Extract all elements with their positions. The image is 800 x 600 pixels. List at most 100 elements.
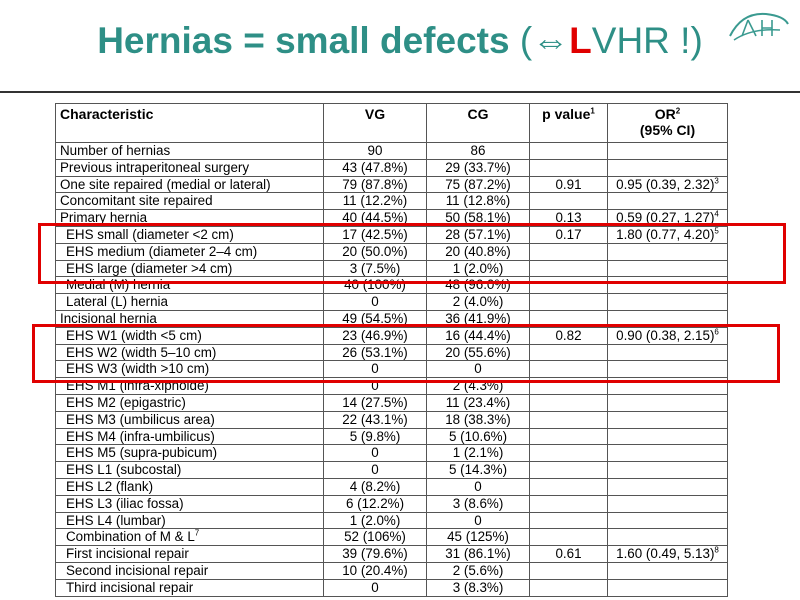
cell-p-value (529, 192, 608, 211)
cell-odds-ratio (607, 444, 728, 463)
row-label-footnote: 7 (194, 528, 200, 538)
highlight-box-primary-size (38, 223, 786, 284)
cell-odds-ratio (607, 158, 728, 177)
row-label: Incisional hernia (60, 310, 157, 326)
or-footnote: 4 (714, 209, 719, 219)
row-label: Concomitant site repaired (60, 193, 213, 209)
table-body: Number of hernias 90 86 Previous intraperit… (55, 142, 728, 597)
cell-cg: 28 (57.1%) (426, 225, 530, 244)
or-value: 1.60 (0.49, 5.13) (616, 546, 715, 562)
cell-vg: 0 (323, 293, 427, 311)
table-row: Incisional hernia 49 (54.5%) 36 (41.9%) (55, 309, 728, 328)
cell-vg: 49 (54.5%) (323, 309, 427, 328)
table-row: EHS W2 (width 5–10 cm) 26 (53.1%) 20 (55.6… (55, 343, 728, 362)
cell-characteristic: EHS M5 (supra-pubicum) (55, 444, 324, 463)
or-value: 0.90 (0.38, 2.15) (616, 327, 715, 343)
header-characteristic: Characteristic (55, 103, 324, 143)
highlight-box-incisional-width (32, 324, 780, 383)
row-label: EHS L3 (iliac fossa) (66, 495, 184, 511)
cell-vg: 11 (12.2%) (323, 192, 427, 211)
cell-p-value (529, 461, 608, 479)
cell-cg: 2 (4.0%) (426, 293, 530, 311)
cell-cg: 2 (5.6%) (426, 561, 530, 580)
cell-characteristic: EHS L1 (subcostal) (55, 461, 324, 479)
row-label: One site repaired (medial or lateral) (60, 176, 271, 192)
cell-p-value: 0.61 (529, 545, 608, 563)
table-row: Lateral (L) hernia 0 2 (4.0%) (55, 293, 728, 311)
or-value: 0.59 (0.27, 1.27) (616, 210, 715, 226)
or-footnote: 6 (714, 327, 719, 337)
row-label: Number of hernias (60, 143, 171, 158)
cell-vg: 3 (7.5%) (323, 259, 427, 278)
cell-characteristic: EHS M3 (umbilicus area) (55, 410, 324, 429)
row-label: Primary hernia (60, 210, 148, 226)
cell-vg: 52 (106%) (323, 528, 427, 547)
table-row: Combination of M & L7 52 (106%) 45 (125%) (55, 528, 728, 547)
title-accent-letter: L (569, 20, 592, 61)
cell-characteristic: Second incisional repair (55, 561, 324, 580)
cell-characteristic: One site repaired (medial or lateral) (55, 175, 324, 194)
cell-cg: 0 (426, 477, 530, 496)
cell-p-value: 0.91 (529, 175, 608, 194)
title-divider (0, 91, 800, 93)
cell-cg: 86 (426, 142, 530, 160)
or-footnote: 5 (714, 226, 719, 236)
table-row: EHS M2 (epigastric) 14 (27.5%) 11 (23.4%) (55, 393, 728, 412)
cell-vg: 0 (323, 578, 427, 597)
row-label: EHS M3 (umbilicus area) (66, 411, 215, 427)
cell-cg: 18 (38.3%) (426, 410, 530, 429)
cell-cg: 3 (8.6%) (426, 494, 530, 513)
cell-characteristic: Lateral (L) hernia (55, 293, 324, 311)
cell-characteristic: EHS M4 (infra-umbilicus) (55, 427, 324, 446)
cell-p-value (529, 444, 608, 463)
cell-odds-ratio: 0.59 (0.27, 1.27)4 (607, 209, 728, 227)
cell-odds-ratio (607, 461, 728, 479)
row-label: EHS L2 (flank) (66, 478, 154, 494)
or-footnote: 3 (714, 176, 719, 186)
cell-odds-ratio: 1.80 (0.77, 4.20)5 (607, 225, 728, 244)
cell-vg: 4 (8.2%) (323, 477, 427, 496)
row-label: EHS W2 (width 5–10 cm) (66, 344, 217, 360)
row-label: EHS L4 (lumbar) (66, 512, 166, 528)
cell-characteristic: EHS W3 (width >10 cm) (55, 360, 324, 379)
table-row: EHS M5 (supra-pubicum) 0 1 (2.1%) (55, 444, 728, 463)
or-value: 0.95 (0.39, 2.32) (616, 176, 715, 192)
cell-cg: 75 (87.2%) (426, 175, 530, 194)
header-odds-ratio: OR2 (95% CI) (607, 103, 728, 143)
title-equivalence-symbol: ⇔ (532, 20, 570, 61)
cell-vg: 43 (47.8%) (323, 158, 427, 177)
header-p-footnote: 1 (590, 106, 595, 116)
table-row: EHS W1 (width <5 cm) 23 (46.9%) 16 (44.4%)… (55, 326, 728, 345)
cell-p-value (529, 528, 608, 547)
cell-odds-ratio (607, 410, 728, 429)
cell-cg: 50 (58.1%) (426, 209, 530, 227)
cell-odds-ratio (607, 578, 728, 597)
cell-cg: 5 (14.3%) (426, 461, 530, 479)
table-row: Second incisional repair 10 (20.4%) 2 (5.6… (55, 561, 728, 580)
header-cg: CG (426, 103, 530, 143)
table-row: EHS L1 (subcostal) 0 5 (14.3%) (55, 461, 728, 479)
cell-p-value (529, 158, 608, 177)
row-label: EHS M2 (epigastric) (66, 394, 186, 410)
cell-characteristic: Concomitant site repaired (55, 192, 324, 211)
cell-characteristic: EHS L2 (flank) (55, 477, 324, 496)
cell-cg: 11 (12.8%) (426, 192, 530, 211)
header-or-label: OR (654, 106, 676, 122)
cell-p-value (529, 511, 608, 530)
cell-cg: 31 (86.1%) (426, 545, 530, 563)
header-ci-label: (95% CI) (639, 122, 696, 138)
row-label: EHS W3 (width >10 cm) (66, 361, 210, 377)
cell-p-value (529, 578, 608, 597)
row-label: EHS small (diameter <2 cm) (66, 226, 234, 242)
table-row: Concomitant site repaired 11 (12.2%) 11 (1… (55, 192, 728, 211)
cell-odds-ratio (607, 393, 728, 412)
cell-characteristic: Primary hernia (55, 209, 324, 227)
cell-p-value (529, 410, 608, 429)
cell-vg: 10 (20.4%) (323, 561, 427, 580)
cell-odds-ratio: 1.60 (0.49, 5.13)8 (607, 545, 728, 563)
table-row: EHS medium (diameter 2–4 cm) 20 (50.0%) 20… (55, 242, 728, 261)
cell-vg: 79 (87.8%) (323, 175, 427, 194)
table-row: EHS M4 (infra-umbilicus) 5 (9.8%) 5 (10.6%… (55, 427, 728, 446)
cell-vg: 22 (43.1%) (323, 410, 427, 429)
cell-vg: 39 (79.6%) (323, 545, 427, 563)
